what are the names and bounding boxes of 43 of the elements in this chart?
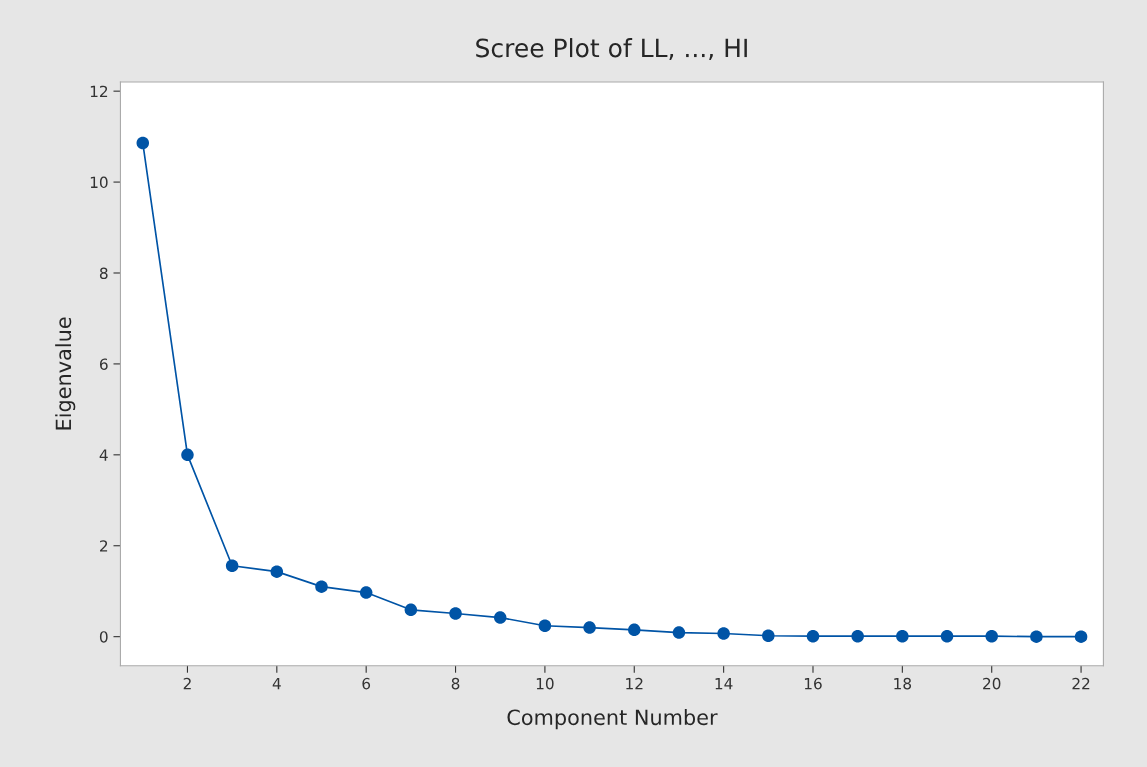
point [851, 629, 864, 643]
y-tick-label: 0 [99, 631, 108, 643]
x-tick-label: 6 [362, 677, 371, 690]
point [1030, 630, 1043, 643]
point [449, 607, 462, 620]
x-tick-label: 14 [715, 678, 733, 690]
point [1074, 630, 1088, 643]
x-tick-label: 16 [804, 677, 822, 690]
chart-title: Scree Plot of LL, ..., HI [476, 38, 747, 60]
x-tick-label: 8 [451, 677, 460, 690]
y-tick-label: 12 [90, 85, 108, 97]
point [896, 629, 909, 643]
point [940, 629, 954, 643]
x-tick-label: 22 [1072, 677, 1090, 690]
y-tick-label: 2 [100, 540, 108, 552]
point [404, 603, 418, 617]
point [717, 627, 730, 640]
point [806, 629, 820, 643]
point [359, 586, 373, 599]
y-tick-label: 6 [99, 358, 108, 370]
point [181, 448, 194, 462]
point [270, 565, 284, 578]
point [493, 611, 507, 624]
point [985, 629, 998, 643]
point [315, 580, 328, 593]
x-tick-label: 12 [626, 677, 643, 690]
x-tick-label: 18 [894, 677, 912, 690]
point [583, 621, 596, 634]
y-tick-label: 10 [90, 176, 108, 189]
point [225, 559, 239, 572]
x-tick-label: 20 [983, 677, 1001, 690]
x-axis-title: Component Number [507, 709, 718, 730]
point [628, 623, 641, 637]
point [672, 626, 686, 639]
point [538, 619, 552, 632]
y-tick-label: 8 [99, 267, 108, 280]
x-tick-label: 4 [272, 678, 281, 690]
point [762, 629, 775, 642]
x-tick-label: 2 [183, 677, 191, 690]
point [136, 136, 150, 150]
y-tick-label: 4 [99, 449, 108, 461]
y-axis-title: Eigenvalue [55, 317, 76, 430]
x-tick-label: 10 [536, 677, 554, 690]
